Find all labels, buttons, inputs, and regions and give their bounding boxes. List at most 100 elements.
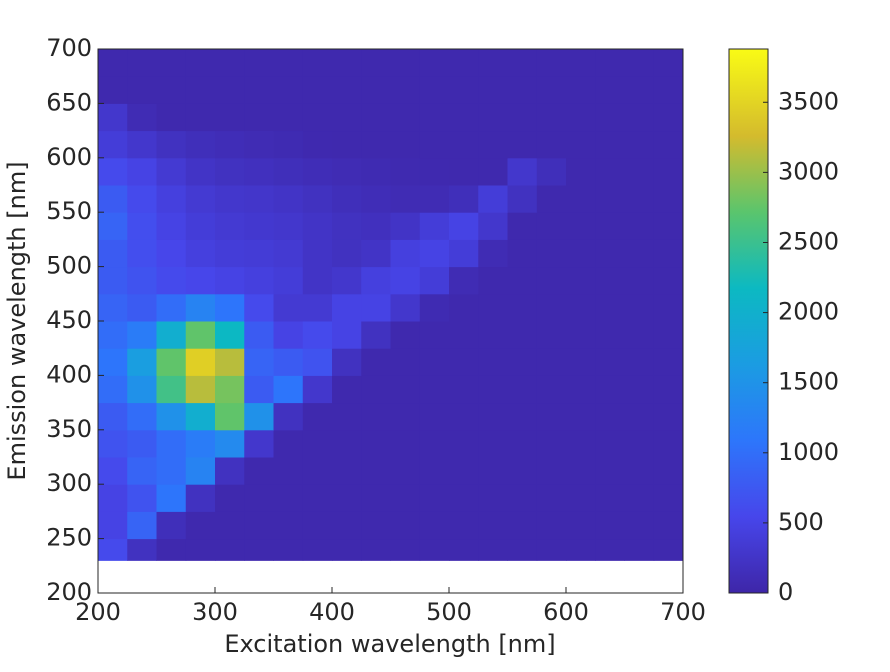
cell (653, 457, 684, 485)
cell (449, 484, 479, 512)
cell (624, 157, 655, 186)
cell (478, 429, 508, 458)
cell (127, 375, 157, 404)
cell (156, 457, 187, 485)
cell (273, 511, 304, 540)
cell (390, 266, 421, 295)
y-tick-label: 300 (46, 469, 92, 497)
cell (566, 266, 596, 295)
x-tick-label: 200 (75, 598, 121, 626)
cell (390, 402, 421, 431)
cell (419, 402, 450, 431)
cell (595, 76, 625, 104)
cell (624, 402, 655, 431)
cell (332, 130, 362, 159)
cell (332, 157, 362, 186)
cell (449, 457, 479, 485)
cell (449, 321, 479, 349)
cell (127, 157, 157, 186)
cell (507, 321, 538, 349)
cell (273, 375, 304, 404)
cell (332, 212, 362, 240)
cell (332, 429, 362, 458)
cell (566, 76, 596, 104)
cell (215, 239, 245, 268)
cell (419, 511, 450, 540)
cell (624, 321, 655, 349)
cell (653, 185, 684, 213)
cell (449, 49, 479, 77)
cell (273, 130, 304, 159)
cell (507, 76, 538, 104)
cell (595, 266, 625, 295)
cell (419, 429, 450, 458)
cell (566, 484, 596, 512)
cell (595, 103, 625, 132)
cell (624, 511, 655, 540)
cell (156, 49, 187, 77)
cell (302, 49, 333, 77)
cell (390, 239, 421, 268)
cell (449, 76, 479, 104)
cell (185, 457, 216, 485)
cell (332, 76, 362, 104)
cell (507, 348, 538, 376)
cell (244, 484, 274, 512)
cell (653, 239, 684, 268)
cell (390, 484, 421, 512)
cell (273, 457, 304, 485)
cell (244, 321, 274, 349)
cell (478, 49, 508, 77)
cell (478, 402, 508, 431)
cell (215, 49, 245, 77)
cell (127, 239, 157, 268)
cell (127, 538, 157, 561)
cell (478, 103, 508, 132)
cell (361, 49, 391, 77)
cell (215, 103, 245, 132)
cell (507, 130, 538, 159)
cell (98, 49, 128, 77)
cell (98, 321, 128, 349)
cell (653, 266, 684, 295)
cell (507, 293, 538, 322)
cell (98, 76, 128, 104)
cell (449, 429, 479, 458)
cell (244, 375, 274, 404)
cell (390, 457, 421, 485)
cell (302, 293, 333, 322)
cell (419, 49, 450, 77)
cell (478, 484, 508, 512)
cell (156, 484, 187, 512)
cell (595, 239, 625, 268)
cell (98, 348, 128, 376)
cell (390, 511, 421, 540)
cell (361, 76, 391, 104)
cell (185, 321, 216, 349)
cell (156, 239, 187, 268)
cell (653, 49, 684, 77)
cell (478, 511, 508, 540)
cell (478, 348, 508, 376)
cell (156, 103, 187, 132)
cell (507, 266, 538, 295)
cell (595, 49, 625, 77)
x-tick-label: 500 (426, 598, 472, 626)
cell (215, 511, 245, 540)
cell (156, 293, 187, 322)
cell (185, 429, 216, 458)
cell (624, 429, 655, 458)
cell (536, 402, 567, 431)
cell (361, 457, 391, 485)
cell (653, 157, 684, 186)
cell (536, 157, 567, 186)
cell (390, 293, 421, 322)
cell (478, 293, 508, 322)
colorbar-tick-label: 1500 (778, 368, 839, 396)
cell (273, 538, 304, 561)
y-tick-label: 350 (46, 415, 92, 443)
cell (361, 103, 391, 132)
cell (215, 429, 245, 458)
cell (624, 185, 655, 213)
cell (98, 157, 128, 186)
